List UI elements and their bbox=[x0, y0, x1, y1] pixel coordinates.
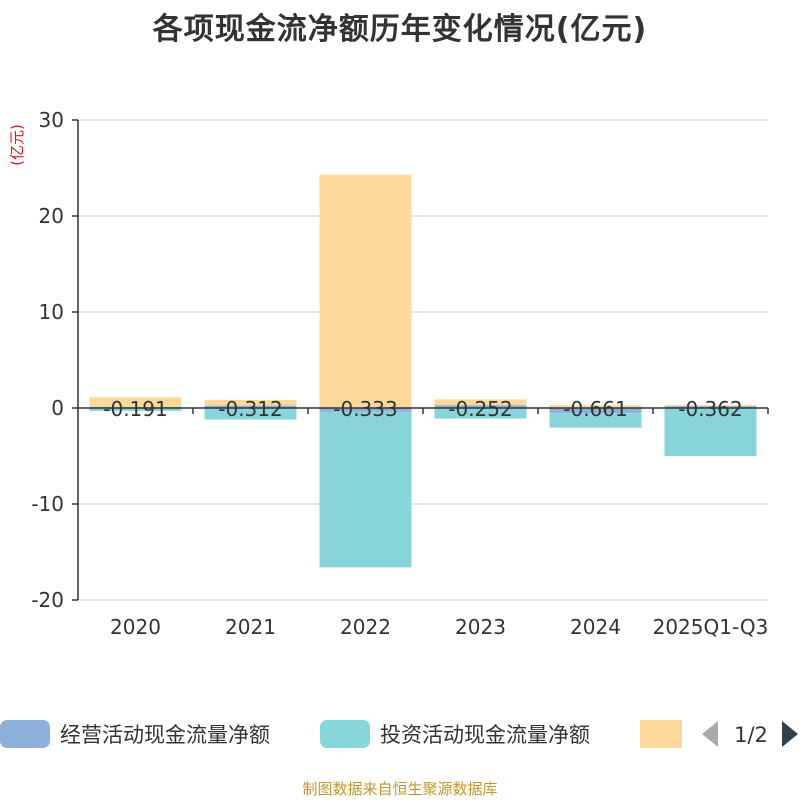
x-tick-label: 2025Q1-Q3 bbox=[653, 615, 769, 639]
bar-investing-2024[interactable] bbox=[549, 413, 642, 428]
legend-swatch-financing[interactable] bbox=[640, 720, 682, 748]
y-tick-label: 20 bbox=[39, 204, 64, 228]
x-tick-label: 2020 bbox=[110, 615, 161, 639]
bar-investing-2022[interactable] bbox=[319, 411, 412, 568]
axes: -20 -10 0 10 20 30 (亿元) 2020 2021 2022 2023 2024 202… bbox=[8, 108, 769, 639]
bar-operating-2025Q1-Q3[interactable] bbox=[664, 406, 757, 408]
x-tick-label: 2022 bbox=[340, 615, 391, 639]
data-label: -0.252 bbox=[448, 397, 512, 421]
data-labels: -0.191 -0.312 -0.333 -0.252 -0.661 -0.362 bbox=[103, 397, 742, 421]
legend-page-indicator: 1/2 bbox=[734, 723, 768, 747]
legend-label-operating[interactable]: 经营活动现金流量净额 bbox=[60, 723, 270, 747]
gridlines bbox=[78, 119, 768, 601]
y-tick-label: -10 bbox=[31, 492, 64, 516]
bar-operating-2021[interactable] bbox=[204, 405, 297, 408]
bar-investing-2021[interactable] bbox=[204, 408, 297, 420]
data-label: -0.362 bbox=[678, 397, 742, 421]
y-tick-label: 0 bbox=[51, 396, 64, 420]
bar-financing-2021[interactable] bbox=[204, 399, 297, 406]
bar-operating-2022[interactable] bbox=[319, 408, 412, 412]
x-tick-label: 2023 bbox=[455, 615, 506, 639]
bar-financing-2025Q1-Q3[interactable] bbox=[664, 405, 757, 407]
legend-label-investing[interactable]: 投资活动现金流量净额 bbox=[380, 723, 590, 747]
legend-prev-page-icon[interactable] bbox=[702, 721, 718, 747]
data-label: -0.191 bbox=[103, 397, 167, 421]
bar-financing-2024[interactable] bbox=[549, 405, 642, 408]
bar-operating-2024[interactable] bbox=[549, 408, 642, 414]
legend-swatch-investing[interactable] bbox=[320, 720, 370, 748]
bar-financing-2022[interactable] bbox=[319, 174, 412, 408]
data-label: -0.661 bbox=[563, 397, 627, 421]
legend-next-page-icon[interactable] bbox=[782, 721, 798, 747]
x-tick-label: 2021 bbox=[225, 615, 276, 639]
data-label: -0.312 bbox=[218, 397, 282, 421]
y-axis-title: (亿元) bbox=[8, 124, 26, 166]
source-note: 制图数据来自恒生聚源数据库 bbox=[302, 780, 498, 798]
legend-swatch-operating[interactable] bbox=[0, 720, 50, 748]
bar-financing-2020[interactable] bbox=[89, 397, 182, 408]
bar-investing-2023[interactable] bbox=[434, 408, 527, 419]
bar-operating-2023[interactable] bbox=[434, 405, 527, 408]
y-tick-label: -20 bbox=[31, 588, 64, 612]
data-label: -0.333 bbox=[333, 397, 397, 421]
x-tick-label: 2024 bbox=[570, 615, 621, 639]
bar-investing-2025Q1-Q3[interactable] bbox=[664, 408, 757, 456]
legend: 经营活动现金流量净额 投资活动现金流量净额 1/2 bbox=[0, 720, 798, 748]
y-tick-label: 10 bbox=[39, 300, 64, 324]
y-tick-label: 30 bbox=[39, 108, 64, 132]
bars bbox=[89, 174, 757, 568]
bar-investing-2020[interactable] bbox=[89, 408, 182, 411]
bar-financing-2023[interactable] bbox=[434, 399, 527, 406]
chart-title: 各项现金流净额历年变化情况(亿元) bbox=[152, 12, 648, 47]
